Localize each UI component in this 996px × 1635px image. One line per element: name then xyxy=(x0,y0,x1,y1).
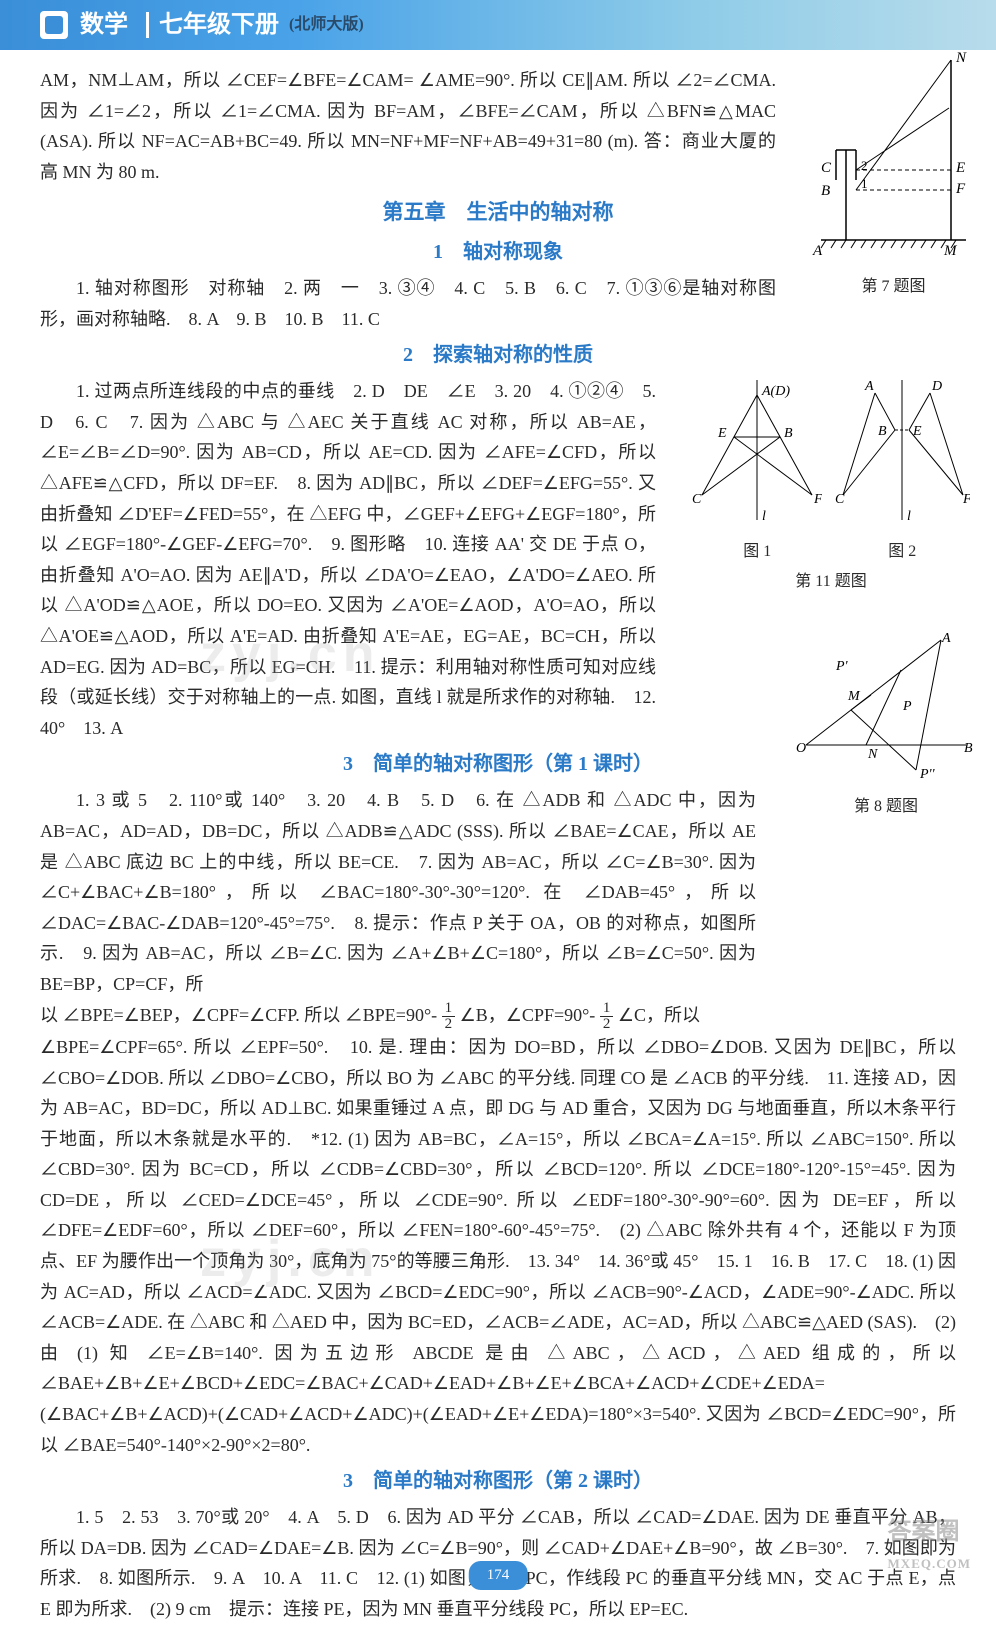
svg-text:B: B xyxy=(784,426,793,441)
figure-7-svg: N E F M A B C 1 2 xyxy=(811,50,976,260)
svg-text:A(D): A(D) xyxy=(761,384,790,399)
svg-text:O: O xyxy=(796,741,806,756)
p4d: ∠C，所以 xyxy=(618,1005,700,1025)
figure-11-sub2-svg: A D B E C F l xyxy=(835,375,970,525)
svg-text:M: M xyxy=(943,243,958,259)
svg-text:B: B xyxy=(878,424,887,439)
figure-11-sub1-caption: 图 1 xyxy=(692,538,822,565)
svg-text:A: A xyxy=(864,379,874,394)
fraction-2: 12 xyxy=(600,1001,614,1032)
svg-text:F: F xyxy=(813,492,822,507)
svg-text:2: 2 xyxy=(861,158,868,173)
paragraph-5: ∠BPE=∠CPF=65°. 所以 ∠EPF=50°. 10. 是. 理由：因为… xyxy=(40,1032,956,1460)
svg-text:F: F xyxy=(955,181,966,197)
figure-8-svg: O B A P' P'' P M N xyxy=(796,630,976,780)
corner-watermark: 答案圈 MXEQ.COM xyxy=(888,1512,971,1575)
svg-text:B: B xyxy=(821,183,830,199)
page-content: N E F M A B C 1 2 xyxy=(0,50,996,1635)
svg-text:C: C xyxy=(692,492,702,507)
figure-11-caption: 第 11 题图 xyxy=(686,568,976,595)
paragraph-4line: 以 ∠BPE=∠BEP，∠CPF=∠CFP. 所以 ∠BPE=90°- 12 ∠… xyxy=(40,1000,956,1032)
figure-11-sub2-caption: 图 2 xyxy=(835,538,970,565)
svg-text:A: A xyxy=(941,631,951,646)
section-5-3-2-title: 3 简单的轴对称图形（第 2 课时） xyxy=(40,1464,956,1498)
svg-text:A: A xyxy=(812,243,823,259)
section-5-2-title: 2 探索轴对称的性质 xyxy=(40,338,956,372)
figure-8: O B A P' P'' P M N 第 8 题图 xyxy=(796,630,976,800)
header-edition: (北师大版) xyxy=(289,11,364,38)
page-header: 数学 七年级下册 (北师大版) xyxy=(0,0,996,50)
svg-text:l: l xyxy=(907,509,911,524)
svg-text:M: M xyxy=(847,689,861,704)
figure-11-sub1: A(D) E B C F l 图 1 xyxy=(692,375,822,565)
header-icon-inner xyxy=(45,16,63,34)
svg-text:E: E xyxy=(955,160,965,176)
svg-text:P'': P'' xyxy=(919,767,936,780)
figure-11-sub2: A D B E C F l 图 2 xyxy=(835,375,970,565)
figure-8-caption: 第 8 题图 xyxy=(796,793,976,820)
svg-text:N: N xyxy=(955,50,967,66)
paragraph-4a: 1. 3 或 5 2. 110°或 140° 3. 20 4. B 5. D 6… xyxy=(40,790,756,994)
header-grade: 七年级下册 xyxy=(159,5,279,46)
page-number: 174 xyxy=(469,1561,528,1591)
fraction-1: 12 xyxy=(442,1001,456,1032)
p4c: ∠B，∠CPF=90°- xyxy=(460,1005,600,1025)
svg-text:F: F xyxy=(962,492,970,507)
svg-text:N: N xyxy=(867,747,878,762)
svg-text:1: 1 xyxy=(861,176,868,191)
figure-11-sub1-svg: A(D) E B C F l xyxy=(692,375,822,525)
header-divider xyxy=(146,12,149,38)
svg-text:B: B xyxy=(964,741,973,756)
svg-text:C: C xyxy=(835,492,845,507)
svg-text:D: D xyxy=(931,379,942,394)
p4b: 以 ∠BPE=∠BEP，∠CPF=∠CFP. 所以 ∠BPE=90°- xyxy=(40,1005,442,1025)
svg-text:P': P' xyxy=(835,659,849,674)
header-subject: 数学 xyxy=(80,5,128,46)
svg-text:E: E xyxy=(717,426,727,441)
svg-text:C: C xyxy=(821,160,832,176)
figure-7-caption: 第 7 题图 xyxy=(811,273,976,300)
header-icon xyxy=(40,11,68,39)
figure-11: A(D) E B C F l 图 1 xyxy=(686,375,976,580)
svg-text:P: P xyxy=(902,699,912,714)
svg-text:E: E xyxy=(912,424,922,439)
figure-7: N E F M A B C 1 2 xyxy=(811,50,976,280)
svg-text:l: l xyxy=(762,509,766,524)
